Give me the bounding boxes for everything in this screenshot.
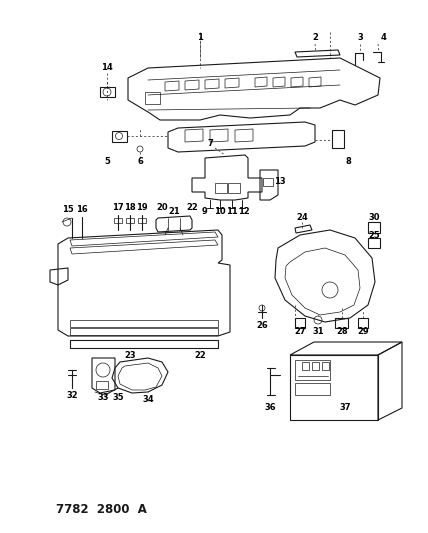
Text: 16: 16 [76,206,88,214]
Bar [312,362,319,370]
Text: 10: 10 [214,207,226,216]
Text: 2: 2 [312,34,318,43]
Bar [302,362,309,370]
Text: 36: 36 [264,403,276,413]
Text: 14: 14 [101,63,113,72]
Bar [215,183,227,193]
Bar [290,355,378,420]
Text: 12: 12 [238,207,250,216]
Text: 24: 24 [296,214,308,222]
Text: 13: 13 [274,177,286,187]
Text: 9: 9 [202,207,208,216]
Text: 22: 22 [186,203,198,212]
Text: 35: 35 [112,393,124,402]
Text: 25: 25 [368,230,380,239]
Text: 30: 30 [368,214,380,222]
Text: 6: 6 [137,157,143,166]
Text: 15: 15 [62,206,74,214]
Text: 29: 29 [357,327,369,336]
Bar [96,381,108,389]
Text: 8: 8 [345,157,351,166]
Bar [295,360,330,380]
Text: 4: 4 [381,34,387,43]
Text: 26: 26 [256,320,268,329]
Bar [295,383,330,395]
Text: 32: 32 [66,391,78,400]
Text: 31: 31 [312,327,324,336]
Text: 7782  2800  A: 7782 2800 A [56,503,146,515]
Text: 21: 21 [168,207,180,216]
Text: 18: 18 [124,204,136,213]
Text: 33: 33 [97,393,109,402]
Text: 20: 20 [156,203,168,212]
Text: 23: 23 [124,351,136,359]
Text: 22: 22 [194,351,206,359]
Text: 11: 11 [226,207,238,216]
Text: 34: 34 [142,395,154,405]
Text: 19: 19 [136,204,148,213]
Bar [228,183,240,193]
Text: 27: 27 [294,327,306,336]
Text: 37: 37 [339,403,351,413]
Text: 1: 1 [197,34,203,43]
Bar [263,178,273,186]
Bar [322,362,329,370]
Text: 3: 3 [357,34,363,43]
Text: 7: 7 [207,140,213,149]
Text: 28: 28 [336,327,348,336]
Text: 17: 17 [112,204,124,213]
Text: 5: 5 [104,157,110,166]
